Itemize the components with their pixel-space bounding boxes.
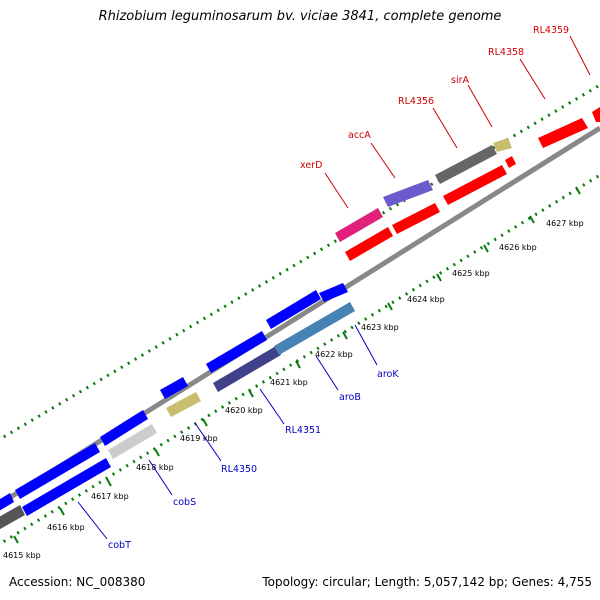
tick-label: 4615 kbp xyxy=(3,551,41,560)
gene-label-accA: accA xyxy=(348,130,371,141)
gene-label-RL4359: RL4359 xyxy=(533,25,569,36)
gene-label-cobS: cobS xyxy=(173,497,196,508)
gene-feature xyxy=(335,208,383,242)
gene-feature xyxy=(383,180,433,207)
gene-feature xyxy=(493,138,512,152)
tick-label: 4622 kbp xyxy=(315,350,353,359)
tick-label: 4621 kbp xyxy=(270,378,308,387)
gene-feature xyxy=(100,410,148,446)
gene-feature xyxy=(15,443,100,499)
outer-tick-track xyxy=(0,83,600,441)
gene-label-sirA: sirA xyxy=(451,75,469,86)
gene-feature xyxy=(274,302,355,355)
tick-label: 4620 kbp xyxy=(225,406,263,415)
accession-text: Accession: NC_008380 xyxy=(9,575,146,589)
gene-feature xyxy=(166,392,201,417)
gene-feature xyxy=(160,377,188,399)
tick-label: 4618 kbp xyxy=(136,463,174,472)
gene-feature xyxy=(319,283,348,302)
backbone-inner xyxy=(0,137,600,515)
gene-feature xyxy=(206,331,267,373)
tick-label: 4627 kbp xyxy=(546,219,584,228)
tick-label: 4619 kbp xyxy=(180,434,218,443)
gene-feature xyxy=(443,165,507,205)
bottom-gene-labels: cobT cobS RL4350 RL4351 aroB aroK xyxy=(77,324,399,551)
gene-feature xyxy=(435,145,497,184)
gene-label-RL4350: RL4350 xyxy=(221,464,257,475)
gene-feature xyxy=(0,493,14,511)
gene-feature xyxy=(345,227,393,261)
genome-title: Rhizobium leguminosarum bv. viciae 3841,… xyxy=(98,9,502,24)
tick-label: 4616 kbp xyxy=(47,523,85,532)
top-gene-labels: xerD accA RL4356 sirA RL4358 RL4359 xyxy=(300,25,591,209)
tick-label: 4617 kbp xyxy=(91,492,129,501)
gene-feature xyxy=(22,458,111,516)
tick-labels: 4615 kbp 4616 kbp 4617 kbp 4618 kbp 4619… xyxy=(3,219,584,560)
tick-label: 4623 kbp xyxy=(361,323,399,332)
tick-label: 4624 kbp xyxy=(407,295,445,304)
gene-feature xyxy=(108,424,157,459)
gene-label-RL4356: RL4356 xyxy=(398,96,434,107)
gene-feature xyxy=(592,107,600,122)
gene-feature xyxy=(213,346,281,392)
upper-features xyxy=(0,107,600,530)
gene-label-aroB: aroB xyxy=(339,392,361,403)
gene-label-cobT: cobT xyxy=(108,540,131,551)
gene-feature xyxy=(0,505,25,530)
gene-feature xyxy=(538,118,588,148)
inner-tick-track xyxy=(0,173,600,546)
gene-feature xyxy=(266,290,321,329)
gene-feature xyxy=(392,203,440,234)
gene-label-RL4351: RL4351 xyxy=(285,425,321,436)
gene-label-xerD: xerD xyxy=(300,160,322,171)
gene-label-aroK: aroK xyxy=(377,369,399,380)
tick-label: 4625 kbp xyxy=(452,269,490,278)
major-ticks xyxy=(13,186,581,544)
gene-feature xyxy=(505,156,516,168)
tick-label: 4626 kbp xyxy=(499,243,537,252)
gene-label-RL4358: RL4358 xyxy=(488,47,524,58)
genome-summary-text: Topology: circular; Length: 5,057,142 bp… xyxy=(262,575,592,589)
